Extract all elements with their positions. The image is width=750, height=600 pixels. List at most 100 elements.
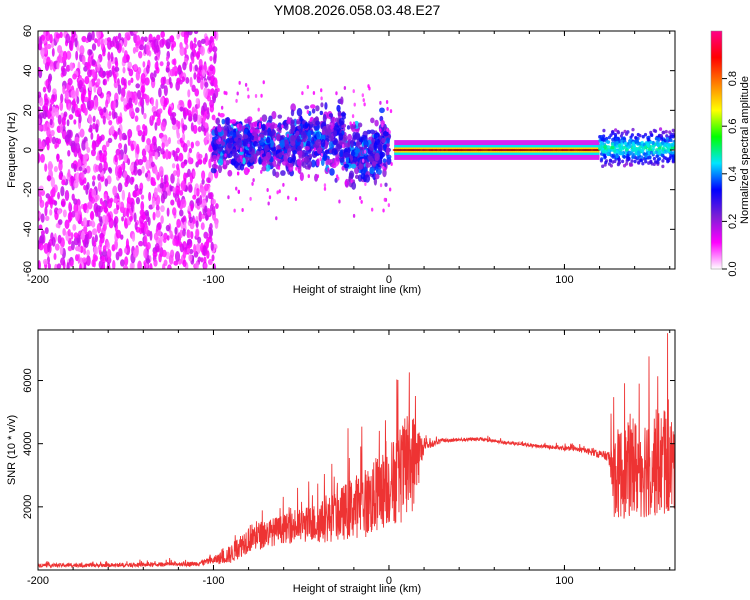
spectrogram-cell	[181, 76, 186, 83]
spectrogram-cell	[65, 64, 71, 72]
spectrogram-cell	[363, 149, 367, 154]
spectrogram-cell	[381, 123, 384, 128]
spectrogram-cell	[72, 98, 76, 109]
colorbar	[711, 31, 722, 269]
spectrogram-cell	[73, 236, 79, 246]
spectrogram-cell	[68, 40, 73, 51]
spectrogram-cell	[98, 162, 103, 173]
spectrogram-cell	[47, 83, 52, 93]
spectrogram-cell	[343, 86, 347, 91]
bottom-x-axis-label: Height of straight line (km)	[293, 583, 421, 595]
spectrogram-cell	[189, 61, 193, 73]
spectrogram-cell	[360, 199, 363, 204]
spectrogram-cell	[316, 133, 321, 140]
spectrogram-cell	[615, 154, 619, 159]
spectrogram-cell	[121, 216, 124, 222]
spectrogram-cell	[51, 136, 56, 145]
spectrogram-cell	[38, 185, 44, 192]
spectrogram-cell	[211, 254, 215, 262]
spectrogram-cell	[623, 141, 628, 146]
spectrogram-cell	[187, 156, 193, 165]
spectrogram-cell	[94, 196, 98, 203]
spectrogram-cell	[135, 45, 139, 53]
spectrogram-cell	[284, 144, 290, 150]
spectrogram-cell	[103, 106, 107, 113]
spectrogram-cell	[227, 195, 230, 200]
spectrogram-cell	[383, 197, 387, 202]
spectrogram-cell	[210, 241, 214, 251]
spectrogram-cell	[386, 128, 389, 133]
spectrogram-cell	[61, 179, 66, 186]
spectrogram-cell	[153, 259, 158, 267]
spectrogram-cell	[611, 145, 615, 150]
spectrogram-cell	[236, 171, 240, 176]
spectrogram-cell	[364, 182, 367, 187]
spectrogram-cell	[377, 143, 383, 152]
spectrogram-cell	[386, 156, 392, 165]
x-tick-label: -200	[27, 274, 49, 286]
spectrogram-cell	[240, 158, 243, 163]
spectrogram-cell	[160, 148, 165, 155]
spectrogram-cell	[186, 108, 190, 116]
spectrogram-cell	[177, 197, 181, 209]
spectrogram-cell	[622, 136, 626, 140]
spectrogram-cell	[46, 56, 51, 66]
spectrogram-cell	[130, 201, 134, 212]
spectrogram-cell	[648, 155, 652, 160]
spectrogram-cell	[341, 143, 345, 148]
spectrogram-cell	[53, 252, 57, 261]
spectrogram-cell	[227, 169, 233, 177]
spectrogram-cell	[92, 180, 96, 187]
spectrogram-cell	[40, 47, 45, 57]
spectrogram-cell	[144, 94, 150, 104]
spectrogram-cell	[620, 142, 624, 146]
spectrogram-cell	[113, 216, 119, 225]
spectrogram-cell	[191, 84, 196, 93]
x-tick-label: 100	[555, 274, 573, 286]
spectrogram-cell	[55, 107, 59, 118]
x-tick-label: 0	[386, 575, 392, 587]
spectrogram-cell	[658, 127, 663, 131]
spectrogram-cell	[319, 110, 324, 116]
spectrogram-cell	[289, 163, 294, 168]
spectrogram-cell	[97, 173, 101, 181]
spectrogram-cell	[206, 177, 211, 183]
spectrogram-cell	[284, 139, 289, 146]
spectrogram-cell	[113, 111, 118, 119]
spectrogram-cell	[620, 151, 624, 156]
spectrogram-cell	[160, 83, 165, 89]
spectrogram-cell	[114, 66, 120, 72]
spectrogram-cell	[671, 154, 675, 158]
spectrogram-cell	[62, 227, 66, 236]
spectrogram-cell	[203, 137, 208, 146]
spectrogram-cell	[294, 197, 298, 202]
spectrogram-cell	[276, 133, 281, 141]
spectrogram-cell	[130, 111, 135, 117]
spectrogram-cell	[179, 229, 183, 239]
spectrogram-cell	[349, 121, 352, 126]
spectrogram-cell	[163, 85, 168, 97]
spectrogram-cell	[92, 228, 98, 236]
spectrogram-cell	[67, 168, 71, 178]
spectrogram-cell	[217, 112, 221, 117]
spectrogram-cell	[324, 128, 329, 136]
spectrogram-cell	[91, 59, 96, 66]
spectrogram-cell	[351, 163, 357, 169]
spectrogram-cell	[640, 148, 644, 153]
spectrogram-cell	[155, 209, 161, 218]
spectrogram-cell	[602, 128, 606, 133]
spectrogram-cell	[157, 229, 162, 237]
spectrogram-cell	[133, 212, 137, 223]
spectrogram-cell	[364, 174, 371, 183]
spectrogram-cell	[208, 44, 213, 53]
spectrogram-cell	[616, 162, 620, 167]
spectrogram-cell	[251, 181, 254, 186]
spectrogram-cell	[195, 228, 200, 238]
spectrogram-cell	[96, 58, 100, 68]
spectrogram-cell	[373, 133, 378, 140]
spectrogram-cell	[315, 139, 322, 146]
spectrogram-cell	[301, 91, 304, 96]
spectrogram-cell	[61, 67, 67, 77]
spectrogram-cell	[143, 234, 148, 246]
spectrogram-cell	[355, 148, 361, 153]
